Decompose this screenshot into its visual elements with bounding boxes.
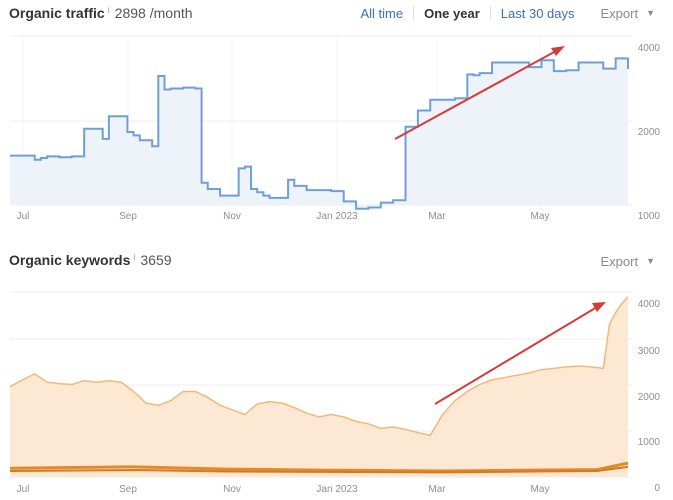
caret-down-icon: ▼ xyxy=(646,8,655,18)
keywords-top-positions-line xyxy=(9,461,629,473)
keywords-header: Organic keywords i 3659 xyxy=(9,249,172,271)
keywords-y-axis: 4000 3000 2000 1000 0 xyxy=(638,299,661,494)
traffic-export-button[interactable]: Export ▼ xyxy=(601,6,656,21)
traffic-value: 2898 /month xyxy=(114,5,193,21)
growth-arrow-icon xyxy=(434,302,606,405)
svg-text:Sep: Sep xyxy=(119,211,137,222)
traffic-line xyxy=(10,57,629,210)
keywords-grid xyxy=(10,291,632,478)
svg-text:Jul: Jul xyxy=(17,211,30,222)
info-icon[interactable]: i xyxy=(107,5,110,15)
keywords-area xyxy=(10,296,628,477)
traffic-title: Organic traffic xyxy=(9,5,105,21)
svg-text:Nov: Nov xyxy=(223,484,241,495)
tab-one-year[interactable]: One year xyxy=(424,5,480,21)
traffic-y-axis: 4000 2000 1000 xyxy=(638,43,661,222)
svg-text:3000: 3000 xyxy=(638,346,661,357)
keywords-title: Organic keywords xyxy=(9,252,131,268)
svg-text:Nov: Nov xyxy=(223,211,241,222)
svg-text:2000: 2000 xyxy=(638,127,661,138)
keywords-x-axis: Jul Sep Nov Jan 2023 Mar May xyxy=(17,484,550,495)
svg-text:1000: 1000 xyxy=(638,211,661,222)
svg-text:Mar: Mar xyxy=(428,211,446,222)
export-label: Export xyxy=(600,5,639,21)
divider xyxy=(413,6,415,20)
keywords-value: 3659 xyxy=(140,252,172,268)
svg-text:Mar: Mar xyxy=(428,484,446,495)
traffic-chart[interactable]: Jul Sep Nov Jan 2023 Mar May 4000 2000 1000 xyxy=(0,0,673,230)
svg-text:4000: 4000 xyxy=(638,299,661,310)
traffic-header: Organic traffic i 2898 /month xyxy=(9,2,193,24)
svg-text:2000: 2000 xyxy=(638,392,661,403)
svg-text:Jan 2023: Jan 2023 xyxy=(316,484,358,495)
export-label: Export xyxy=(600,253,639,269)
info-icon[interactable]: i xyxy=(133,252,136,262)
svg-text:May: May xyxy=(531,484,550,495)
tab-last-30-days[interactable]: Last 30 days xyxy=(500,5,575,21)
divider xyxy=(489,6,491,20)
svg-text:Jul: Jul xyxy=(17,484,30,495)
keywords-line xyxy=(9,296,629,437)
svg-text:0: 0 xyxy=(654,483,660,494)
tab-all-time[interactable]: All time xyxy=(360,5,404,21)
range-controls: All time One year Last 30 days Export ▼ xyxy=(351,2,673,24)
svg-text:4000: 4000 xyxy=(638,43,661,54)
svg-text:Sep: Sep xyxy=(119,484,137,495)
svg-text:Jan 2023: Jan 2023 xyxy=(316,211,358,222)
keywords-export-button[interactable]: Export ▼ xyxy=(601,254,656,269)
traffic-x-axis: Jul Sep Nov Jan 2023 Mar May xyxy=(17,211,550,222)
svg-text:May: May xyxy=(531,211,550,222)
svg-text:1000: 1000 xyxy=(638,437,661,448)
keywords-top3-line xyxy=(9,465,629,474)
keywords-export-container: Export ▼ xyxy=(585,250,673,272)
caret-down-icon: ▼ xyxy=(646,256,655,266)
growth-arrow-icon xyxy=(394,46,565,140)
